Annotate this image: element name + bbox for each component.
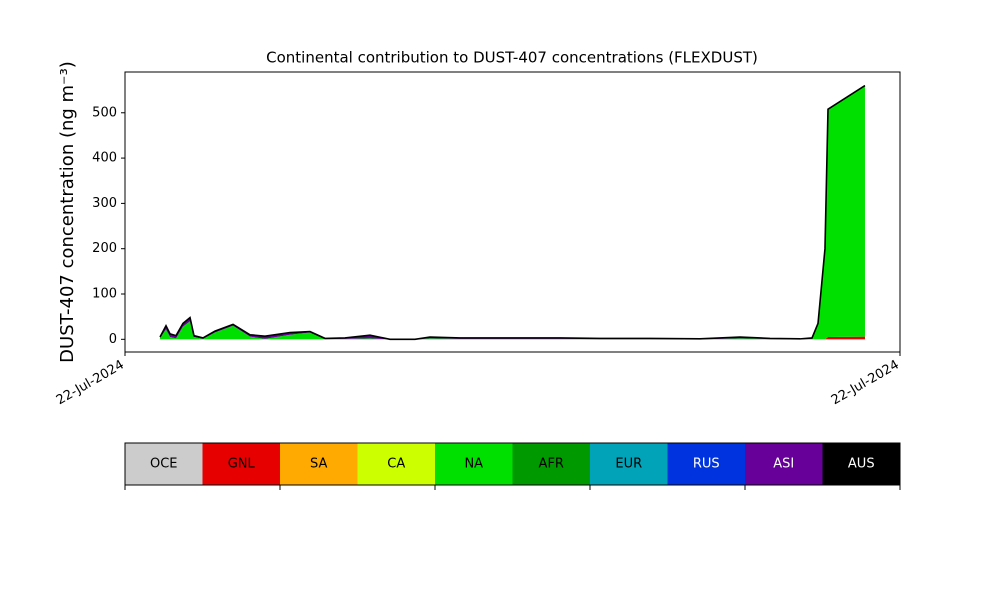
- legend-label: NA: [464, 457, 483, 472]
- legend-label: RUS: [693, 457, 720, 472]
- x-tick-label: 22-Jul-2024: [54, 358, 127, 409]
- area: [160, 85, 865, 340]
- y-tick-label: 300: [92, 196, 117, 211]
- legend-label: AFR: [539, 457, 564, 472]
- legend-label: OCE: [150, 457, 178, 472]
- legend-label: ASI: [773, 457, 794, 472]
- y-tick-label: 400: [92, 151, 117, 166]
- legend-swatch: [357, 443, 435, 485]
- y-tick-label: 0: [109, 332, 117, 347]
- legend-swatch: [125, 443, 203, 485]
- chart-title: Continental contribution to DUST-407 con…: [266, 49, 758, 67]
- legend-swatch: [745, 443, 823, 485]
- legend-swatch: [667, 443, 745, 485]
- area-outline: [159, 84, 866, 341]
- y-tick-label: 100: [92, 287, 117, 302]
- legend-swatch: [822, 443, 900, 485]
- legend-label: GNL: [228, 457, 256, 472]
- area: [160, 85, 865, 340]
- legend-label: AUS: [848, 457, 875, 472]
- legend-label: EUR: [615, 457, 642, 472]
- area: [160, 85, 865, 340]
- y-axis-label: DUST-407 concentration (ng m⁻³): [57, 61, 78, 363]
- area: [160, 85, 865, 340]
- legend-frame: [124, 442, 901, 486]
- y-tick-label: 500: [92, 105, 117, 120]
- legend-label: CA: [387, 457, 405, 472]
- x-tick-label: 22-Jul-2024: [829, 358, 902, 409]
- area: [160, 85, 865, 340]
- legend-swatch: [512, 443, 590, 485]
- legend-swatch: [280, 443, 358, 485]
- y-tick-label: 200: [92, 241, 117, 256]
- area: [160, 85, 865, 340]
- legend-swatch: [435, 443, 513, 485]
- legend-label: SA: [310, 457, 327, 472]
- legend-swatch: [590, 443, 668, 485]
- plot-frame: [124, 71, 901, 353]
- legend-swatch: [202, 443, 280, 485]
